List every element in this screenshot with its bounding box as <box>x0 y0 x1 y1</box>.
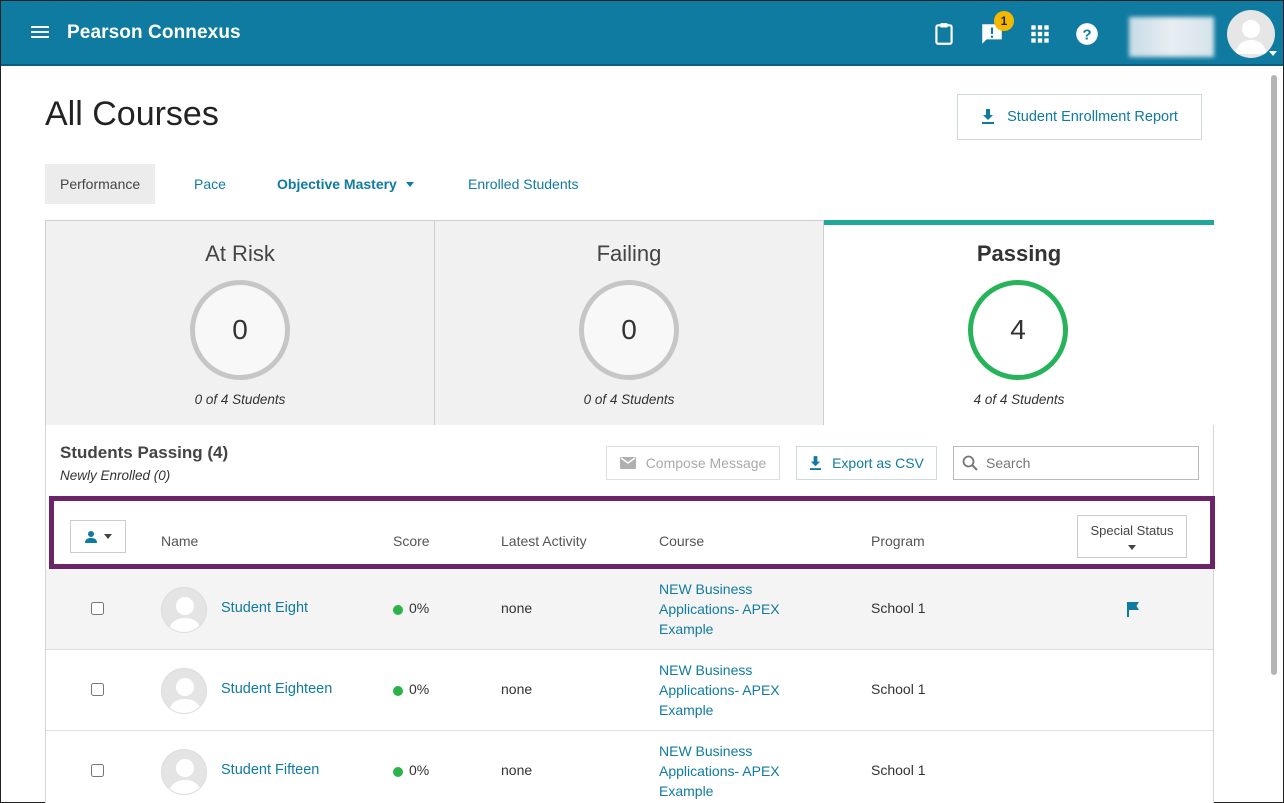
card-passing[interactable]: Passing 4 4 of 4 Students <box>824 220 1214 425</box>
tab-enrolled-students[interactable]: Enrolled Students <box>468 164 579 204</box>
column-latest-activity[interactable]: Latest Activity <box>501 533 587 549</box>
column-name[interactable]: Name <box>161 533 199 549</box>
page-title: All Courses <box>45 95 219 133</box>
row-checkbox[interactable] <box>91 602 104 615</box>
program: School 1 <box>871 681 926 697</box>
card-at-risk[interactable]: At Risk 0 0 of 4 Students <box>46 221 435 425</box>
status-dot <box>393 605 403 615</box>
scroll-thumb[interactable] <box>1271 75 1277 675</box>
program: School 1 <box>871 762 926 778</box>
card-subtitle: 0 of 4 Students <box>583 392 675 407</box>
student-avatar <box>161 749 207 795</box>
card-subtitle: 0 of 4 Students <box>194 392 286 407</box>
tab-label: Enrolled Students <box>468 176 579 192</box>
flag-icon[interactable] <box>1126 601 1140 617</box>
svg-text:?: ? <box>1082 26 1091 43</box>
user-avatar[interactable] <box>1227 10 1275 58</box>
card-title: Failing <box>596 241 662 266</box>
export-label: Export as CSV <box>832 455 924 471</box>
table-row[interactable]: Student Eighteen 0% none NEW Business Ap… <box>46 650 1213 731</box>
course-link[interactable]: NEW Business Applications- APEX Example <box>659 743 780 799</box>
column-score[interactable]: Score <box>393 533 430 549</box>
chevron-down-icon[interactable] <box>1269 51 1277 56</box>
card-failing[interactable]: Failing 0 0 of 4 Students <box>435 221 824 425</box>
top-app-bar: Pearson Connexus 1 ? <box>1 1 1283 66</box>
compose-label: Compose Message <box>645 455 767 471</box>
status-dot <box>393 686 403 696</box>
download-icon <box>982 109 995 124</box>
tab-label: Performance <box>60 176 141 192</box>
students-panel <box>45 425 1214 803</box>
latest-activity: none <box>501 762 533 778</box>
table-header: Name Score Latest Activity Course Progra… <box>49 496 1215 569</box>
search-field[interactable] <box>953 446 1199 480</box>
app-brand[interactable]: Pearson Connexus <box>67 22 241 43</box>
latest-activity: none <box>501 681 533 697</box>
export-csv-button[interactable]: Export as CSV <box>796 446 937 480</box>
latest-activity: none <box>501 600 533 616</box>
caret-down-icon <box>1128 545 1136 550</box>
student-name-link[interactable]: Student Fifteen <box>221 762 320 778</box>
page-scrollbar[interactable] <box>1269 67 1279 803</box>
student-score: 0% <box>409 681 430 697</box>
status-dot <box>393 767 403 777</box>
special-status-label: Special Status <box>1090 523 1174 538</box>
hamburger-menu-icon[interactable] <box>31 23 53 43</box>
card-subtitle: 4 of 4 Students <box>973 392 1065 407</box>
table-row[interactable]: Student Fifteen 0% none NEW Business App… <box>46 731 1213 803</box>
card-title: Passing <box>976 241 1062 266</box>
card-title: At Risk <box>205 241 275 266</box>
count-ring: 0 <box>190 280 290 380</box>
student-score: 0% <box>409 762 430 778</box>
clipboard-icon[interactable] <box>931 21 957 47</box>
feedback-icon[interactable] <box>979 21 1005 47</box>
report-button-label: Student Enrollment Report <box>1007 109 1178 125</box>
help-icon[interactable]: ? <box>1074 21 1100 47</box>
count-ring: 4 <box>968 280 1068 380</box>
status-summary: At Risk 0 0 of 4 Students Failing 0 0 of… <box>45 220 1214 425</box>
tab-label: Pace <box>194 176 226 192</box>
row-checkbox[interactable] <box>91 683 104 696</box>
caret-down-icon <box>405 181 414 187</box>
tab-performance[interactable]: Performance <box>45 164 156 204</box>
student-avatar <box>161 587 207 633</box>
table-row[interactable]: Student Eight 0% none NEW Business Appli… <box>46 569 1213 650</box>
student-name-link[interactable]: Student Eight <box>221 600 309 616</box>
newly-enrolled-label: Newly Enrolled (0) <box>60 468 171 483</box>
program: School 1 <box>871 600 926 616</box>
tab-label: Objective Mastery <box>277 176 397 192</box>
column-program[interactable]: Program <box>871 533 925 549</box>
mail-icon <box>619 457 636 469</box>
person-icon <box>85 530 97 543</box>
notification-badge: 1 <box>994 11 1014 31</box>
student-score: 0% <box>409 600 430 616</box>
special-status-filter[interactable]: Special Status <box>1077 515 1187 558</box>
row-checkbox[interactable] <box>91 764 104 777</box>
select-students-dropdown[interactable] <box>70 520 126 553</box>
tab-pace[interactable]: Pace <box>194 164 226 204</box>
download-icon <box>810 455 822 470</box>
compose-message-button[interactable]: Compose Message <box>606 446 780 480</box>
blurred-username[interactable] <box>1129 17 1214 57</box>
apps-grid-icon[interactable] <box>1027 21 1053 47</box>
student-name-link[interactable]: Student Eighteen <box>221 681 333 697</box>
course-link[interactable]: NEW Business Applications- APEX Example <box>659 662 780 718</box>
search-icon <box>962 455 978 471</box>
course-link[interactable]: NEW Business Applications- APEX Example <box>659 581 780 637</box>
section-title: Students Passing (4) <box>60 443 229 462</box>
count-ring: 0 <box>579 280 679 380</box>
caret-down-icon <box>104 534 112 539</box>
tab-objective-mastery[interactable]: Objective Mastery <box>277 164 414 204</box>
column-course[interactable]: Course <box>659 533 705 549</box>
student-enrollment-report-button[interactable]: Student Enrollment Report <box>957 94 1202 140</box>
search-input[interactable] <box>986 455 1186 471</box>
student-avatar <box>161 668 207 714</box>
